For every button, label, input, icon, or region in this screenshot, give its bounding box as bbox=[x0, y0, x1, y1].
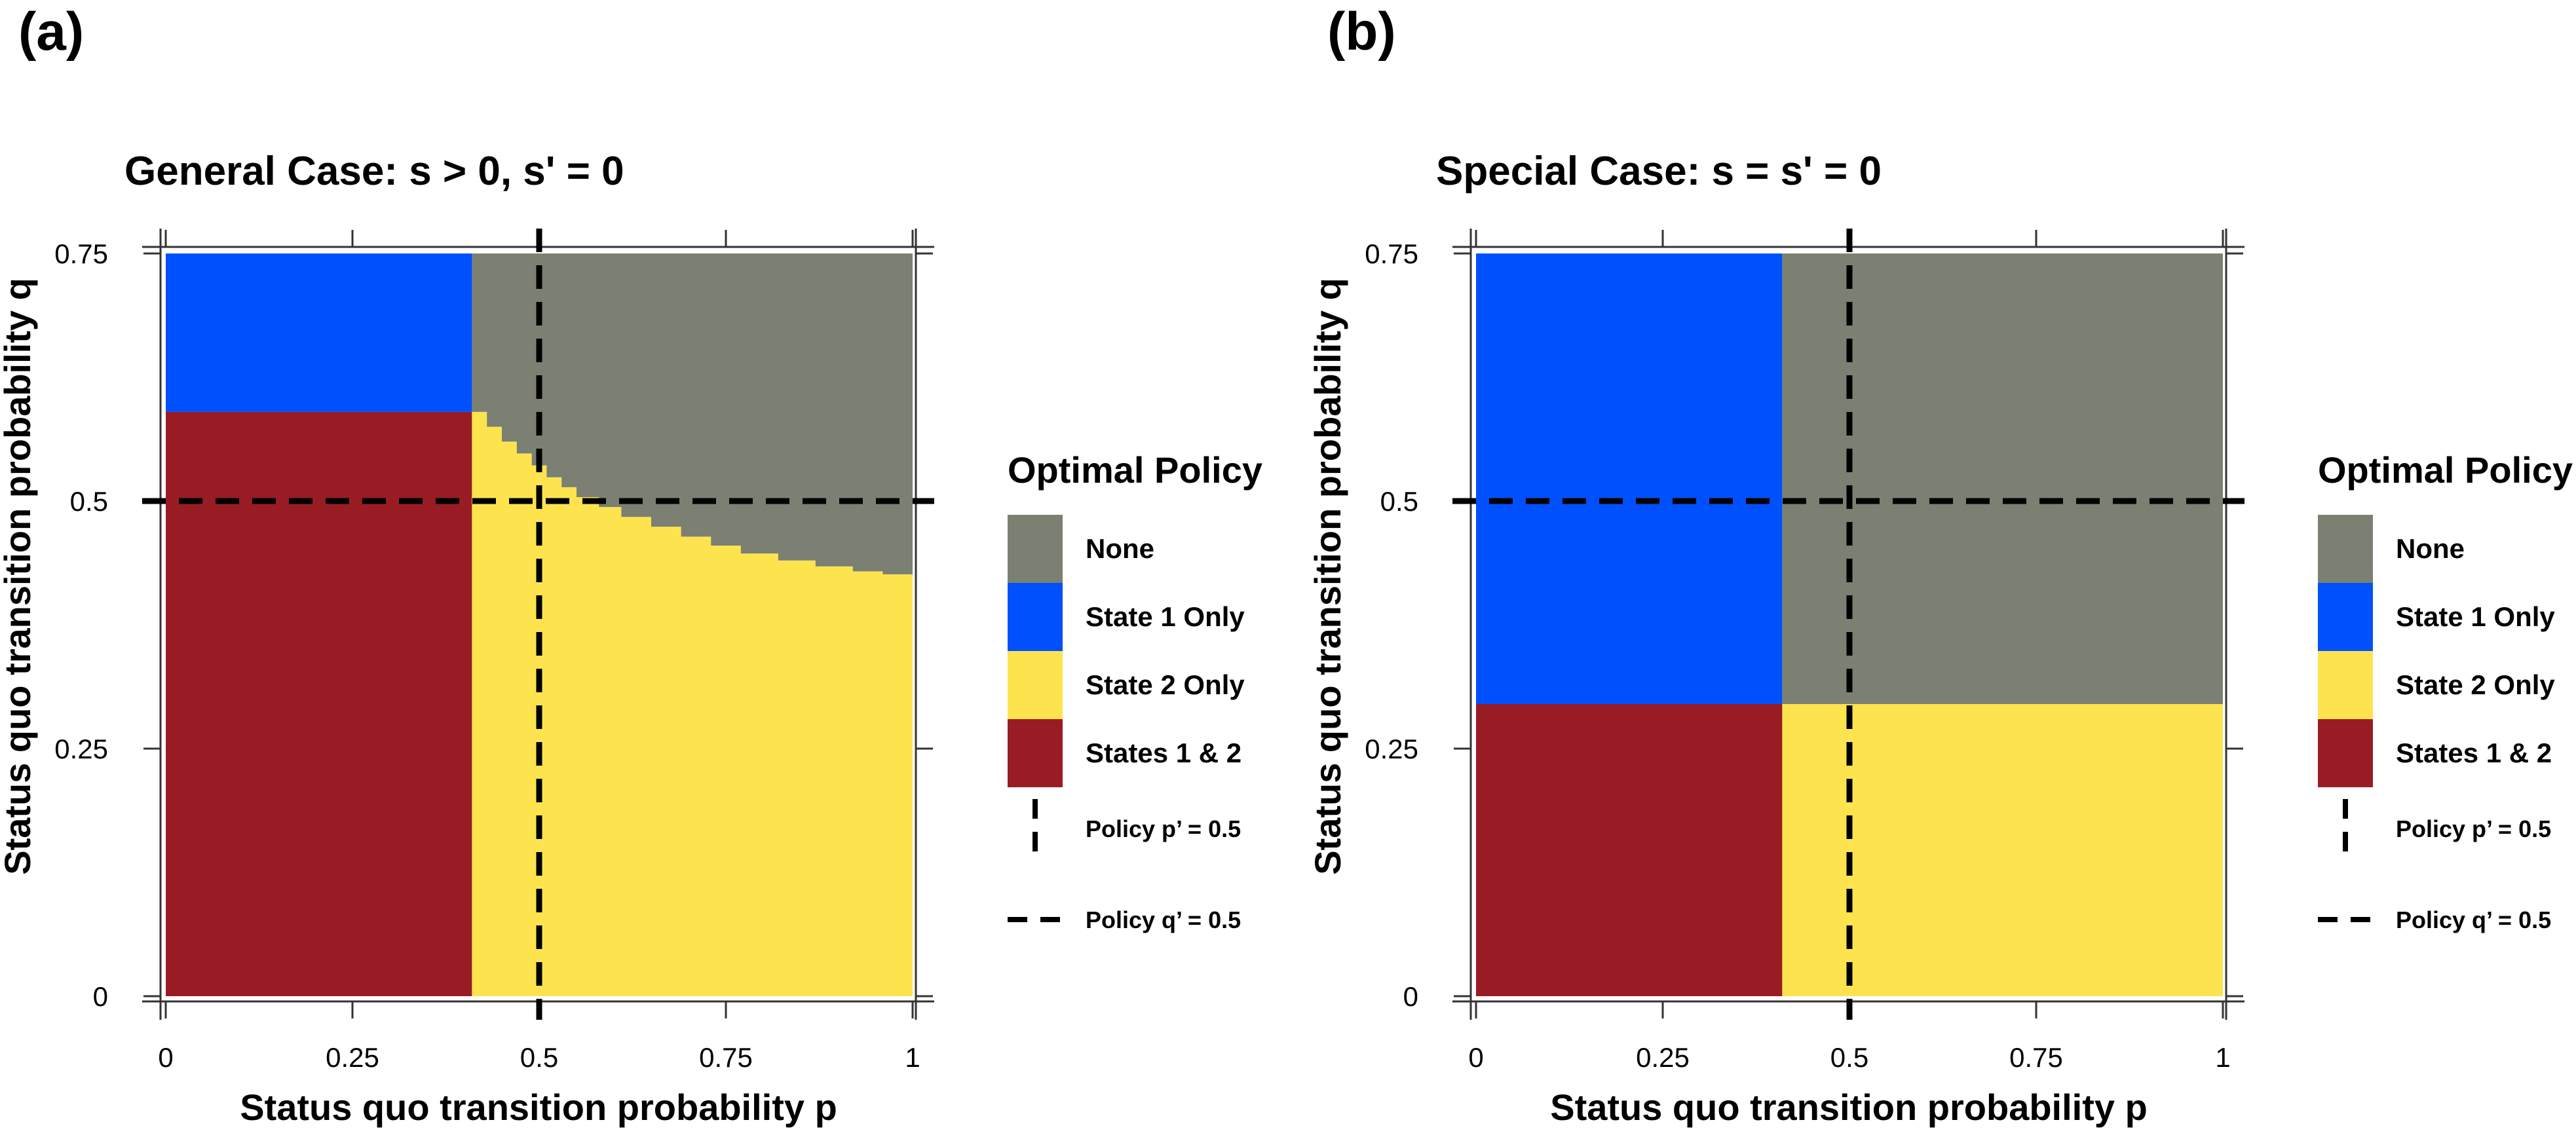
y-tick-label: 0.5 bbox=[70, 486, 108, 517]
panel-b-title: Special Case: s = s' = 0 bbox=[1436, 149, 1882, 194]
legend-label-none: None bbox=[2396, 533, 2465, 564]
legend-label-none: None bbox=[1086, 533, 1154, 564]
x-tick-label: 0.25 bbox=[1636, 1042, 1690, 1073]
y-tick-label: 0.5 bbox=[1380, 486, 1418, 517]
region-none bbox=[1782, 253, 2223, 704]
region-state-2-only bbox=[1782, 703, 2223, 996]
legend-swatch-both bbox=[2318, 719, 2373, 787]
legend-swatch-both bbox=[1008, 719, 1063, 787]
y-tick-label: 0 bbox=[93, 981, 108, 1012]
panel-b-legend: Optimal Policy None State 1 Only State 2 On… bbox=[2318, 449, 2573, 933]
x-tick-label: 0.5 bbox=[1830, 1042, 1868, 1073]
x-tick-label: 0.75 bbox=[699, 1042, 753, 1073]
legend-title: Optimal Policy bbox=[2318, 449, 2573, 491]
legend-label-both: States 1 & 2 bbox=[2396, 737, 2552, 768]
region-states-1-2 bbox=[166, 411, 472, 996]
panel-a-regions bbox=[166, 253, 913, 996]
legend-swatch-state1 bbox=[1008, 583, 1063, 651]
y-tick-label: 0.75 bbox=[1365, 238, 1418, 269]
panel-a-y-axis-label: Status quo transition probability q bbox=[0, 278, 38, 875]
panel-b-axes: 0 0.25 0.5 0.75 1 0 0.25 0.5 0.75 bbox=[1365, 229, 2245, 1073]
y-tick-label: 0 bbox=[1403, 981, 1418, 1012]
y-tick-label: 0.25 bbox=[1365, 734, 1418, 764]
legend-swatch-state2 bbox=[2318, 651, 2373, 719]
y-tick-label: 0.25 bbox=[54, 734, 108, 764]
panel-a-legend: Optimal Policy None State 1 Only State 2 On… bbox=[1008, 449, 1262, 933]
x-tick-label: 0.25 bbox=[326, 1042, 379, 1073]
region-state-1-only bbox=[1476, 253, 1783, 704]
panel-b-letter: (b) bbox=[1327, 2, 1396, 62]
x-tick-label: 1 bbox=[905, 1042, 920, 1073]
panel-b-y-axis-label: Status quo transition probability q bbox=[1307, 278, 1348, 875]
panel-a-letter: (a) bbox=[18, 2, 84, 62]
region-states-1-2 bbox=[1476, 703, 1783, 996]
legend-policy-p-label: Policy p’ = 0.5 bbox=[1086, 815, 1241, 842]
legend-label-state1: State 1 Only bbox=[2396, 601, 2555, 632]
x-tick-label: 0.75 bbox=[2009, 1042, 2063, 1073]
legend-swatch-none bbox=[1008, 515, 1063, 583]
panel-a-axes: 0 0.25 0.5 0.75 1 0 0.25 0.5 0.75 bbox=[54, 229, 934, 1073]
legend-label-state1: State 1 Only bbox=[1086, 601, 1245, 632]
panel-a-title: General Case: s > 0, s' = 0 bbox=[124, 149, 624, 194]
x-tick-label: 0.5 bbox=[520, 1042, 558, 1073]
legend-policy-q-label: Policy q’ = 0.5 bbox=[1086, 906, 1241, 933]
panel-b-regions bbox=[1476, 253, 2223, 996]
x-tick-label: 0 bbox=[158, 1042, 173, 1073]
panel-a: (a) General Case: s > 0, s' = 0 0 0.25 0.5… bbox=[0, 2, 1262, 1128]
x-tick-label: 1 bbox=[2215, 1042, 2230, 1073]
legend-swatch-state1 bbox=[2318, 583, 2373, 651]
legend-policy-q-label: Policy q’ = 0.5 bbox=[2396, 906, 2551, 933]
legend-policy-p-label: Policy p’ = 0.5 bbox=[2396, 815, 2551, 842]
panel-b: (b) Special Case: s = s' = 0 0 0.25 0.5 0.7… bbox=[1307, 2, 2573, 1128]
legend-swatch-none bbox=[2318, 515, 2373, 583]
legend-swatch-state2 bbox=[1008, 651, 1063, 719]
y-tick-label: 0.75 bbox=[54, 238, 108, 269]
region-state-1-only bbox=[166, 253, 472, 412]
panel-a-x-axis-label: Status quo transition probability p bbox=[240, 1087, 837, 1128]
legend-label-state2: State 2 Only bbox=[2396, 669, 2555, 700]
panel-b-x-axis-label: Status quo transition probability p bbox=[1550, 1087, 2148, 1128]
x-tick-label: 0 bbox=[1468, 1042, 1483, 1073]
legend-title: Optimal Policy bbox=[1008, 449, 1262, 491]
legend-label-both: States 1 & 2 bbox=[1086, 737, 1241, 768]
legend-label-state2: State 2 Only bbox=[1086, 669, 1245, 700]
region-none bbox=[472, 253, 913, 574]
region-state-2-only bbox=[472, 411, 913, 996]
